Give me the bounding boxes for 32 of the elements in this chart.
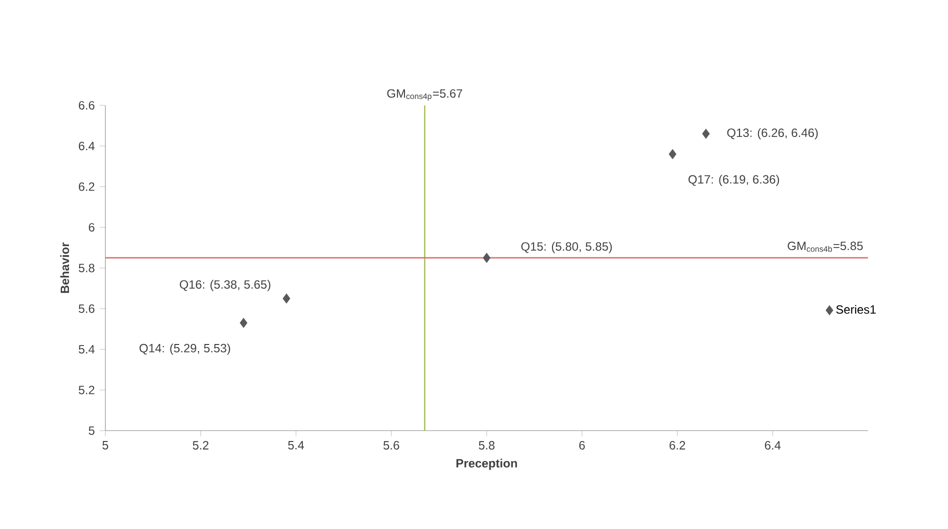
point [668,149,676,159]
annotation: Q16: (5.38, 5.65) [180,280,270,291]
y-axis-title: Behavior [60,242,70,293]
x-tick-label: 6 [579,440,585,450]
annotation: Q15: (5.80, 5.85) [521,242,612,253]
point [282,293,290,304]
point [482,252,490,263]
y-tick-label: 6.4 [78,142,95,150]
y-tick-label: 6.6 [78,100,94,110]
y-tick-label: 6 [88,222,94,232]
point [240,318,248,328]
y-tick-label: 5 [88,426,94,435]
y-tick-label: 6.2 [78,182,94,191]
x-tick-label: 5 [102,440,108,450]
y-tick-label: 5.2 [78,386,94,394]
annotation: Q13: (6.26, 6.46) [727,128,818,140]
legend-label: Series1 [836,304,876,314]
annotation: Q14: (5.29, 5.53) [140,343,230,355]
x-tick-label: 5.2 [192,440,208,450]
x-tick-label: 5.4 [288,440,304,450]
y-tick-label: 5.4 [78,344,95,354]
annotation: Q17: (6.19, 6.36) [688,174,780,186]
point [702,128,710,139]
x-tick-label: 5.6 [383,440,400,450]
y-tick-label: 5.6 [78,304,94,313]
y-tick-label: 5.8 [78,264,94,272]
x-tick-label: 6.4 [764,440,781,450]
x-axis-title: Preception [456,458,517,470]
x-tick-label: 6.2 [670,440,686,450]
x-tick-label: 5.8 [478,440,494,450]
ref-line-label: GM$_{cons4p}$=5.67 [387,89,462,100]
ref-line-label: GM$_{cons4b}$=5.85 [788,242,863,252]
